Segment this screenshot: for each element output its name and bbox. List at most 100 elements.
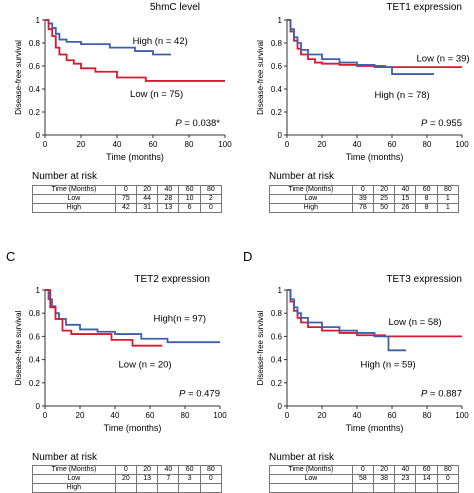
risk-cell: 1 bbox=[436, 194, 460, 204]
risk-cell: Time (Months) bbox=[269, 185, 353, 195]
chart-title: TET1 expression bbox=[386, 2, 462, 13]
risk-cell: 60 bbox=[415, 185, 438, 195]
risk-cell: 80 bbox=[199, 465, 223, 475]
x-tick-label: 20 bbox=[76, 411, 85, 420]
risk-row: High 42 31 13 6 0 bbox=[32, 203, 223, 213]
risk-title: Number at risk bbox=[269, 171, 335, 182]
risk-row: High bbox=[32, 483, 223, 493]
risk-cell: 1 bbox=[436, 203, 460, 213]
risk-cell: 8 bbox=[415, 203, 438, 213]
series-label: High (n = 78) bbox=[375, 90, 430, 101]
risk-cell: 0 bbox=[351, 185, 375, 195]
risk-row: Low 39 25 15 8 1 bbox=[269, 194, 460, 204]
risk-table-tet3: Time (Months) 0 20 40 60 80 Low 58 38 23 14 0 bbox=[269, 465, 460, 493]
risk-cell bbox=[269, 483, 353, 493]
y-tick-label: 1 bbox=[36, 286, 41, 295]
risk-cell: 78 bbox=[351, 203, 375, 213]
series-label: High (n = 59) bbox=[361, 360, 416, 371]
risk-cell: 40 bbox=[394, 465, 417, 475]
x-tick-label: 20 bbox=[318, 411, 327, 420]
x-tick-label: 60 bbox=[388, 140, 397, 149]
risk-cell: 0 bbox=[114, 465, 138, 475]
risk-cell: Time (Months) bbox=[32, 185, 116, 195]
panel-tet3: D 0 0.2 0.4 0.6 0.8 1 0 20 40 60 80 100 Time (months… bbox=[237, 237, 474, 493]
risk-cell: 60 bbox=[178, 185, 201, 195]
y-tick-label: 0.2 bbox=[271, 379, 283, 388]
y-tick-label: 0.8 bbox=[29, 39, 41, 48]
y-tick-label: 0.6 bbox=[271, 332, 283, 341]
x-tick-label: 0 bbox=[43, 411, 48, 420]
x-tick-label: 80 bbox=[185, 140, 194, 149]
y-tick-label: 0.6 bbox=[271, 62, 283, 71]
risk-header-row: Time (Months) 0 20 40 60 80 bbox=[32, 465, 223, 475]
risk-cell: 20 bbox=[372, 465, 396, 475]
x-tick-label: 40 bbox=[353, 140, 362, 149]
risk-cell: High bbox=[32, 483, 116, 493]
risk-cell bbox=[135, 483, 159, 493]
y-tick-label: 0 bbox=[36, 131, 41, 140]
risk-cell: 13 bbox=[157, 203, 180, 213]
risk-cell: 38 bbox=[372, 474, 396, 484]
y-tick-label: 0 bbox=[36, 402, 41, 411]
panel-letter-d: D bbox=[243, 249, 253, 264]
risk-cell: Time (Months) bbox=[269, 465, 353, 475]
risk-title: Number at risk bbox=[269, 452, 335, 463]
x-tick-label: 40 bbox=[111, 411, 120, 420]
km-curve bbox=[287, 289, 406, 352]
risk-cell: 75 bbox=[114, 194, 138, 204]
risk-cell: High bbox=[32, 203, 116, 213]
risk-header-row: Time (Months) 0 20 40 60 80 bbox=[32, 185, 223, 195]
x-tick-label: 20 bbox=[77, 140, 86, 149]
x-tick-label: 0 bbox=[285, 140, 290, 149]
risk-cell: 15 bbox=[394, 194, 417, 204]
risk-cell: 7 bbox=[157, 474, 180, 484]
risk-table-5hmc: Time (Months) 0 20 40 60 80 Low 75 44 28 10 2 High 42… bbox=[32, 185, 223, 213]
x-tick-label: 60 bbox=[388, 411, 397, 420]
series-label: Low (n = 20) bbox=[119, 360, 172, 371]
risk-cell: 0 bbox=[436, 474, 460, 484]
y-tick-label: 1 bbox=[278, 286, 283, 295]
chart-title: TET2 expression bbox=[134, 274, 210, 285]
risk-cell bbox=[372, 483, 396, 493]
y-axis-label: Disease-free survival bbox=[256, 40, 265, 115]
km-curve bbox=[45, 289, 220, 344]
y-tick-label: 0.8 bbox=[271, 39, 283, 48]
chart-title: 5hmC level bbox=[150, 2, 200, 13]
x-axis-label: Time (months) bbox=[104, 423, 162, 433]
risk-cell: 13 bbox=[135, 474, 159, 484]
risk-cell: 40 bbox=[157, 465, 180, 475]
risk-cell: 50 bbox=[372, 203, 396, 213]
p-value-label: P = 0.479 bbox=[179, 389, 220, 400]
y-tick-label: 0 bbox=[278, 402, 283, 411]
y-tick-label: 1 bbox=[36, 16, 41, 25]
risk-cell: 20 bbox=[135, 465, 159, 475]
risk-row: Low 20 13 7 3 0 bbox=[32, 474, 223, 484]
risk-cell: 3 bbox=[178, 474, 201, 484]
risk-cell: 40 bbox=[394, 185, 417, 195]
risk-cell: Time (Months) bbox=[32, 465, 116, 475]
km-plot-tet1: 0 0.2 0.4 0.6 0.8 1 0 20 40 60 80 100 Time (months) D… bbox=[256, 2, 470, 162]
series-label: High (n = 42) bbox=[133, 36, 188, 47]
risk-cell: 6 bbox=[178, 203, 201, 213]
x-tick-label: 80 bbox=[181, 411, 190, 420]
y-tick-label: 0.4 bbox=[29, 85, 41, 94]
km-curve bbox=[45, 19, 225, 82]
x-tick-label: 80 bbox=[423, 140, 432, 149]
series-label: High(n = 97) bbox=[154, 313, 207, 324]
risk-cell: 28 bbox=[157, 194, 180, 204]
risk-cell bbox=[199, 483, 223, 493]
km-plot-5hmc: 0 0.2 0.4 0.6 0.8 1 0 20 40 60 80 100 Time (months) D… bbox=[14, 2, 232, 162]
risk-cell: 40 bbox=[157, 185, 180, 195]
risk-cell bbox=[114, 483, 138, 493]
risk-cell: 0 bbox=[199, 203, 223, 213]
x-tick-label: 60 bbox=[149, 140, 158, 149]
risk-header-row: Time (Months) 0 20 40 60 80 bbox=[269, 185, 460, 195]
risk-title: Number at risk bbox=[32, 171, 98, 182]
km-curve bbox=[287, 19, 434, 75]
y-tick-label: 0.2 bbox=[271, 108, 283, 117]
y-tick-label: 0.4 bbox=[271, 356, 283, 365]
x-tick-label: 100 bbox=[218, 140, 232, 149]
risk-cell: High bbox=[269, 203, 353, 213]
risk-cell: Low bbox=[32, 194, 116, 204]
risk-cell: 23 bbox=[394, 474, 417, 484]
